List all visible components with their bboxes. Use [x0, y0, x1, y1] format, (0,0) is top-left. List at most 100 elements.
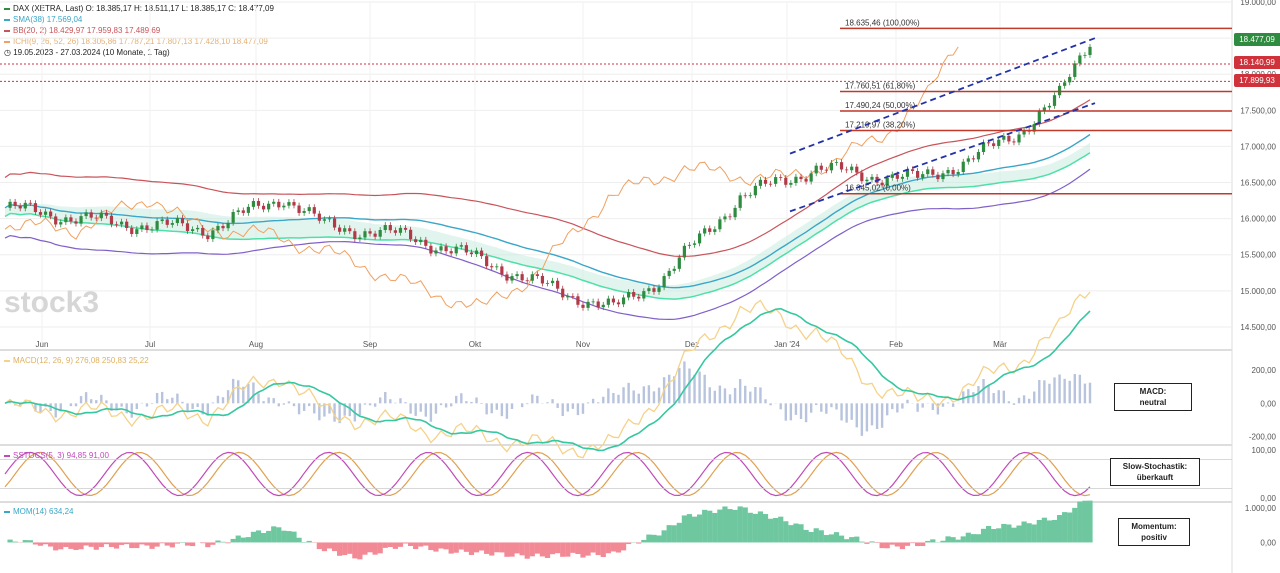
- candle-swatch: [4, 7, 10, 10]
- macd-histogram-bar: [510, 403, 514, 409]
- candle-body: [1007, 135, 1011, 142]
- candle-body: [616, 302, 621, 305]
- macd-histogram-bar: [571, 403, 575, 409]
- macd-histogram-bar: [480, 403, 483, 405]
- candle-body: [581, 304, 585, 308]
- momentum-bar: [453, 542, 459, 553]
- ichimoku-legend: ICHI(9, 26, 52, 26) 18.305,86 17.787,21 …: [4, 36, 274, 47]
- candle-body: [672, 268, 676, 271]
- macd-histogram-bar: [368, 403, 372, 406]
- momentum-bar: [463, 542, 469, 552]
- momentum-bar: [489, 542, 495, 556]
- candle-body: [621, 297, 626, 305]
- candle-body: [804, 179, 808, 182]
- momentum-bar: [347, 542, 353, 554]
- macd-histogram-bar: [196, 403, 199, 407]
- macd-histogram-bar: [1083, 383, 1087, 404]
- x-tick-label: Aug: [249, 340, 263, 349]
- macd-histogram-bar: [652, 391, 656, 404]
- momentum-bar: [387, 542, 393, 547]
- candle-body: [84, 212, 88, 217]
- momentum-bar: [468, 542, 475, 555]
- macd-histogram-bar: [160, 391, 164, 404]
- macd-histogram-bar: [723, 388, 727, 404]
- macd-histogram-bar: [125, 403, 128, 414]
- candle-body: [464, 245, 468, 253]
- macd-histogram-bar: [946, 402, 950, 404]
- macd-histogram-bar: [166, 399, 169, 404]
- macd-histogram-bar: [561, 403, 564, 416]
- range-label: 19.05.2023 - 27.03.2024 (10 Monate, 1 Ta…: [13, 48, 170, 57]
- sub-y-tick-label: 200,00: [1252, 366, 1277, 375]
- momentum-bar: [818, 530, 824, 543]
- candle-body: [733, 207, 737, 218]
- bollinger-lower-line: [4, 168, 1091, 321]
- momentum-bar: [134, 542, 140, 549]
- candle-body: [490, 266, 494, 268]
- momentum-bar: [119, 542, 125, 545]
- momentum-bar: [286, 531, 292, 543]
- momentum-bar: [362, 542, 368, 555]
- momentum-bar: [899, 542, 906, 550]
- momentum-bar: [691, 516, 698, 543]
- candle-body: [1037, 111, 1041, 125]
- momentum-bar: [53, 542, 59, 551]
- momentum-bar: [260, 532, 267, 543]
- candle-body: [525, 280, 529, 282]
- candle-body: [713, 229, 717, 232]
- candle-body: [1002, 135, 1006, 140]
- candle-body: [190, 229, 195, 232]
- candle-body: [601, 304, 605, 308]
- momentum-bar: [519, 542, 525, 556]
- momentum-bar: [1016, 525, 1022, 543]
- candle-body: [196, 227, 200, 230]
- momentum-bar: [184, 542, 191, 546]
- macd-histogram-bar: [495, 403, 498, 410]
- candle-body: [241, 210, 245, 213]
- macd-histogram-bar: [936, 403, 940, 415]
- ohlc-label: O: 18.385,17 H: 18.511,17 L: 18.385,17 C…: [85, 4, 274, 13]
- momentum-bar: [676, 522, 682, 543]
- last-price-tag: 18.477,09: [1234, 33, 1280, 46]
- macd-histogram-bar: [389, 399, 392, 404]
- macd-histogram-bar: [896, 403, 899, 413]
- momentum-bar: [970, 534, 976, 543]
- macd-histogram-bar: [39, 403, 42, 413]
- macd-histogram-bar: [181, 401, 184, 404]
- momentum-bar: [63, 542, 69, 547]
- candle-body: [865, 179, 869, 182]
- momentum-bar: [524, 542, 530, 559]
- macd-histogram-bar: [820, 403, 823, 412]
- candle-body: [561, 288, 565, 298]
- fib-level-label: 18.635,46 (100,00%): [845, 18, 920, 27]
- momentum-bar: [68, 542, 74, 549]
- momentum-bar: [159, 542, 165, 544]
- momentum-bar: [955, 539, 961, 543]
- candle-body: [216, 225, 220, 231]
- macd-histogram-bar: [576, 403, 580, 416]
- momentum-bar: [783, 521, 789, 543]
- ichimoku-lagging-line: [4, 46, 959, 309]
- momentum-bar: [996, 528, 1002, 543]
- macd-histogram-bar: [840, 403, 843, 421]
- momentum-bar: [418, 542, 424, 547]
- momentum-bar: [940, 540, 946, 543]
- momentum-bar: [281, 530, 287, 543]
- momentum-bar: [504, 542, 510, 557]
- momentum-bar: [549, 542, 556, 555]
- macd-histogram-bar: [171, 397, 174, 404]
- momentum-bar: [458, 542, 464, 550]
- macd-histogram-bar: [419, 403, 422, 412]
- symbol-label: DAX (XETRA, Last): [13, 4, 84, 13]
- candle-body: [591, 301, 595, 303]
- macd-swatch: [4, 359, 10, 362]
- candle-body: [272, 201, 276, 204]
- momentum-bar: [828, 534, 835, 543]
- macd-histogram-bar: [79, 396, 83, 404]
- momentum-bar: [296, 537, 302, 543]
- momentum-bar: [205, 542, 211, 548]
- macd-histogram-bar: [941, 403, 945, 407]
- macd-histogram-bar: [754, 386, 757, 404]
- candle-body: [824, 169, 828, 171]
